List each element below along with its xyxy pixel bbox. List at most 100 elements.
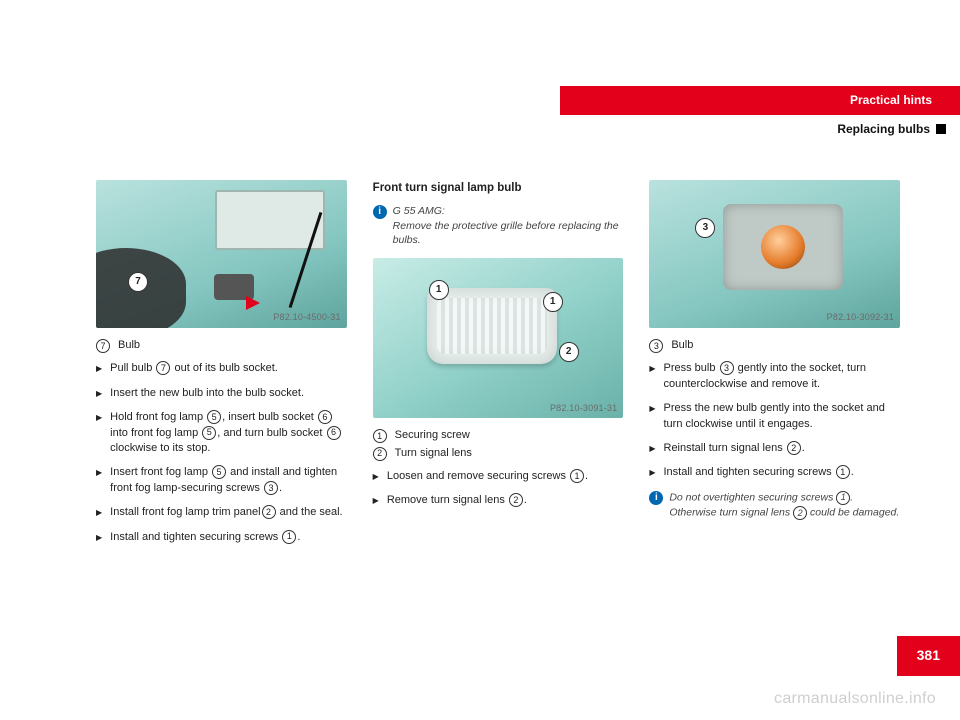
ref-num: 2 xyxy=(793,506,807,520)
t: Hold front fog lamp xyxy=(110,411,206,423)
ref-num: 3 xyxy=(720,361,734,375)
figure-arrow-icon xyxy=(246,296,260,310)
legend-col1: 7 Bulb xyxy=(96,338,347,353)
t: Insert the new bulb into the bulb socket… xyxy=(110,386,347,401)
callout-1b: 1 xyxy=(543,292,563,312)
ref-num: 1 xyxy=(570,469,584,483)
legend-num: 2 xyxy=(373,447,387,461)
step: Press the new bulb gently into the socke… xyxy=(649,401,900,432)
t: G 55 AMG: xyxy=(393,205,445,217)
step: Insert front fog lamp 5 and install and … xyxy=(96,465,347,496)
t: Do not overtighten securing screws xyxy=(669,491,836,503)
t: Install and tighten securing screws xyxy=(664,466,835,478)
t: . xyxy=(585,470,588,482)
column-2: Front turn signal lamp bulb i G 55 AMG: … xyxy=(373,180,624,554)
ref-num: 5 xyxy=(202,426,216,440)
info-icon: i xyxy=(649,491,663,505)
step: Hold front fog lamp 5, insert bulb socke… xyxy=(96,410,347,456)
t: Install front fog lamp trim panel xyxy=(110,506,260,518)
t: . xyxy=(279,482,282,494)
figure-bulb-socket: 3 P82.10-3092-31 xyxy=(649,180,900,328)
t: out of its bulb socket. xyxy=(171,362,277,374)
t: Remove the protective grille before repl… xyxy=(393,220,619,247)
legend-item: 3 Bulb xyxy=(649,338,900,353)
t: Insert front fog lamp xyxy=(110,466,211,478)
ref-num: 1 xyxy=(836,465,850,479)
t: Pull bulb xyxy=(110,362,155,374)
steps-col3: Press bulb 3 gently into the socket, tur… xyxy=(649,361,900,480)
legend-text: Securing screw xyxy=(395,428,470,443)
t: Remove turn signal lens xyxy=(387,494,508,506)
t: , insert bulb socket xyxy=(222,411,317,423)
steps-col2: Loosen and remove securing screws 1. Rem… xyxy=(373,469,624,509)
legend-num: 7 xyxy=(96,339,110,353)
watermark: carmanualsonline.info xyxy=(774,688,936,710)
step: Remove turn signal lens 2. xyxy=(373,493,624,508)
figure-label: P82.10-3092-31 xyxy=(827,311,894,324)
step: Install front fog lamp trim panel2 and t… xyxy=(96,505,347,520)
page-header: Practical hints Replacing bulbs xyxy=(560,86,960,144)
info-note: i G 55 AMG: Remove the protective grille… xyxy=(373,204,624,248)
section-title-row: Replacing bulbs xyxy=(560,115,960,144)
section-title: Replacing bulbs xyxy=(837,121,930,138)
subheading: Front turn signal lamp bulb xyxy=(373,180,624,196)
step: Press bulb 3 gently into the socket, tur… xyxy=(649,361,900,392)
info-icon: i xyxy=(373,205,387,219)
figure-recess-shape xyxy=(215,190,325,250)
figure-fog-lamp-bulb: 7 P82.10-4500-31 xyxy=(96,180,347,328)
ref-num: 3 xyxy=(264,481,278,495)
legend-num: 3 xyxy=(649,339,663,353)
t: Reinstall turn signal lens xyxy=(664,442,786,454)
ref-num: 6 xyxy=(318,410,332,424)
t: could be damaged. xyxy=(807,507,899,519)
t: Loosen and remove securing screws xyxy=(387,470,569,482)
t: . xyxy=(802,442,805,454)
t: Press the new bulb gently into the socke… xyxy=(664,401,901,432)
legend-text: Bulb xyxy=(118,338,140,353)
step: Pull bulb 7 out of its bulb socket. xyxy=(96,361,347,376)
step: Reinstall turn signal lens 2. xyxy=(649,441,900,456)
legend-text: Bulb xyxy=(671,338,693,353)
callout-1a: 1 xyxy=(429,280,449,300)
column-3: 3 P82.10-3092-31 3 Bulb Press bulb 3 gen… xyxy=(649,180,900,554)
legend-item: 2 Turn signal lens xyxy=(373,446,624,461)
t: into front fog lamp xyxy=(110,427,201,439)
ref-num: 5 xyxy=(212,465,226,479)
t: and the seal. xyxy=(277,506,343,518)
ref-num: 1 xyxy=(836,491,850,505)
figure-housing-shape xyxy=(723,204,843,290)
ref-num: 2 xyxy=(509,493,523,507)
t: . xyxy=(851,466,854,478)
steps-col1: Pull bulb 7 out of its bulb socket. Inse… xyxy=(96,361,347,545)
note-text: G 55 AMG: Remove the protective grille b… xyxy=(393,204,624,248)
t: . xyxy=(297,531,300,543)
section-marker-icon xyxy=(936,124,946,134)
figure-lens-shape xyxy=(427,288,557,364)
step: Install and tighten securing screws 1. xyxy=(96,530,347,545)
legend-col2: 1 Securing screw 2 Turn signal lens xyxy=(373,428,624,461)
ref-num: 7 xyxy=(156,361,170,375)
t: . xyxy=(524,494,527,506)
figure-bulb-icon xyxy=(761,225,805,269)
t: clockwise to its stop. xyxy=(110,442,210,454)
step: Install and tighten securing screws 1. xyxy=(649,465,900,480)
figure-turn-signal-lens: 1 1 2 P82.10-3091-31 xyxy=(373,258,624,418)
legend-num: 1 xyxy=(373,429,387,443)
legend-item: 7 Bulb xyxy=(96,338,347,353)
page-number: 381 xyxy=(897,636,960,676)
ref-num: 1 xyxy=(282,530,296,544)
legend-col3: 3 Bulb xyxy=(649,338,900,353)
legend-item: 1 Securing screw xyxy=(373,428,624,443)
callout-3: 3 xyxy=(695,218,715,238)
content-columns: 7 P82.10-4500-31 7 Bulb Pull bulb 7 out … xyxy=(96,180,900,554)
warning-note: i Do not overtighten securing screws 1. … xyxy=(649,490,900,521)
ref-num: 2 xyxy=(262,505,276,519)
t: Press bulb xyxy=(664,362,719,374)
ref-num: 2 xyxy=(787,441,801,455)
callout-7: 7 xyxy=(128,272,148,292)
ref-num: 5 xyxy=(207,410,221,424)
note-text: Do not overtighten securing screws 1. Ot… xyxy=(669,490,900,521)
ref-num: 6 xyxy=(327,426,341,440)
legend-text: Turn signal lens xyxy=(395,446,472,461)
chapter-title: Practical hints xyxy=(560,86,960,115)
